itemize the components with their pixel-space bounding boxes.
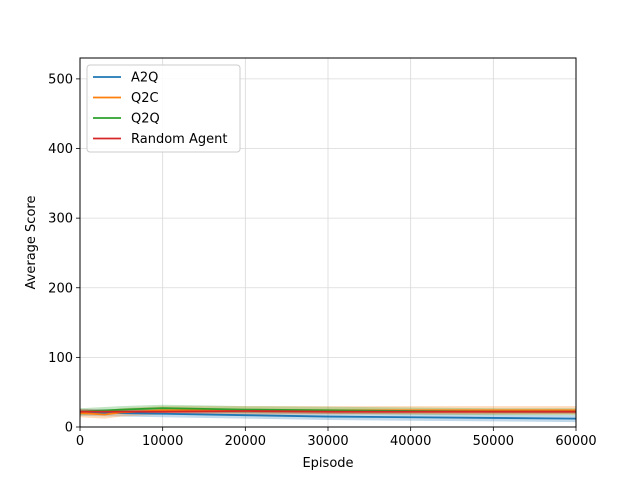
series-line — [79, 411, 577, 420]
legend-label: A2Q — [131, 71, 158, 86]
x-tick-label: 50000 — [473, 434, 514, 449]
legend-label: Q2Q — [131, 112, 160, 127]
y-tick-label: 100 — [48, 351, 73, 366]
legend: A2Q Q2C Q2Q Random Agent — [86, 64, 241, 153]
y-tick-label: 0 — [65, 421, 73, 436]
y-tick-label: 500 — [48, 72, 73, 87]
legend-label: Random Agent — [131, 132, 227, 147]
series-line — [80, 410, 576, 413]
y-tick-label: 400 — [48, 142, 73, 157]
x-tick-label: 30000 — [307, 434, 348, 449]
axis-ticks: 0 10000 20000 30000 40000 50000 60000 0 100 200 30… — [48, 72, 597, 449]
x-tick-label: 40000 — [390, 434, 431, 449]
y-tick-label: 300 — [48, 212, 73, 227]
x-axis-title: Episode — [302, 456, 353, 471]
x-tick-label: 60000 — [555, 434, 596, 449]
legend-box — [86, 64, 241, 153]
y-axis-title: Average Score — [24, 196, 39, 290]
x-tick-label: 10000 — [142, 434, 183, 449]
x-tick-label: 20000 — [225, 434, 266, 449]
series-lines — [79, 407, 577, 420]
legend-label: Q2C — [131, 91, 159, 106]
y-tick-label: 200 — [48, 281, 73, 296]
x-tick-label: 0 — [76, 434, 84, 449]
